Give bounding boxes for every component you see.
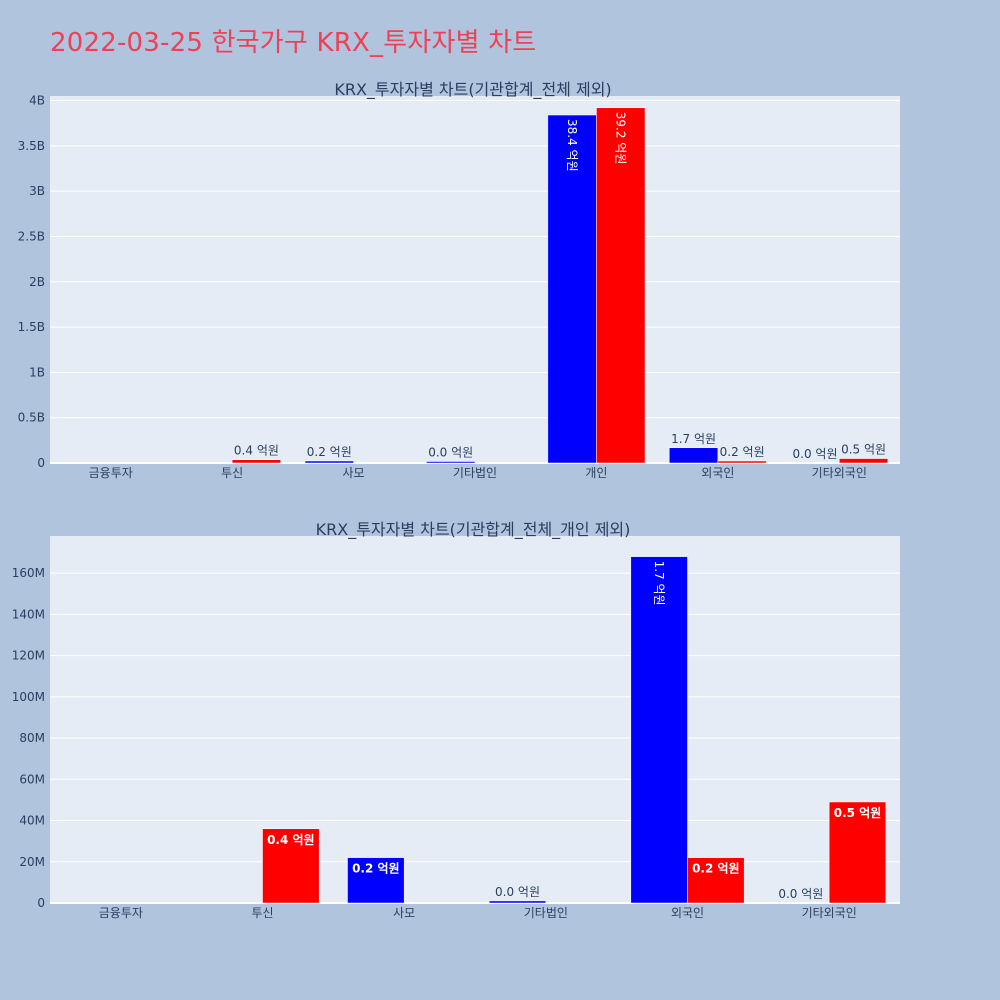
y-tick-label: 0 [37,456,45,470]
x-tick-label: 외국인 [701,466,734,480]
x-tick-label: 개인 [585,466,607,480]
y-tick-label: 1B [29,365,45,379]
y-tick-label: 60M [19,772,45,786]
blue-bar [669,447,719,464]
y-tick-label: 3B [29,184,45,198]
page-title: 2022-03-25 한국가구 KRX_투자자별 차트 [50,28,537,58]
data-label: 0.2 억원 [352,862,400,876]
y-tick-label: 2B [29,275,45,289]
red-bar [231,459,281,464]
y-tick-label: 0.5B [18,411,45,425]
y-tick-label: 160M [12,566,45,580]
y-tick-label: 140M [12,607,45,621]
x-tick-label: 사모 [393,906,415,920]
y-tick-label: 0 [37,896,45,910]
blue-bar [426,461,476,464]
y-tick-label: 40M [19,814,45,828]
y-tick-label: 2.5B [18,229,45,243]
x-tick-label: 외국인 [671,906,704,920]
data-label: 0.5 억원 [834,806,882,820]
y-tick-label: 80M [19,731,45,745]
chart-2: 0 20M 40M 60M 80M 100M 120M 140M 160M KRX_투자자별 차트… [12,520,900,920]
red-bar [717,460,767,464]
red-bar [262,828,320,904]
data-label: 1.7 억원 [652,561,666,606]
data-label: 0.5 억원 [841,443,886,457]
x-tick-label: 투신 [221,466,243,480]
x-tick-label: 사모 [343,466,365,480]
data-label: 0.2 억원 [307,445,352,459]
data-label: 0.2 억원 [720,445,765,459]
chart-1: 0 0.5B 1B 1.5B 2B 2.5B 3B 3.5B 4B KRX_투자자별 차트(기관합… [18,80,900,480]
data-label: 0.0 억원 [778,887,823,901]
data-label: 1.7 억원 [671,432,716,446]
blue-bar [347,857,405,904]
y-tick-label: 20M [19,855,45,869]
x-tick-label: 기타외국인 [812,466,867,480]
chart-title: KRX_투자자별 차트(기관합계_전체 제외) [334,80,611,100]
y-tick-label: 4B [29,94,45,108]
data-label: 0.0 억원 [428,446,473,460]
data-label: 0.4 억원 [234,444,279,458]
x-tick-label: 기타법인 [524,906,568,920]
red-bar [687,857,745,904]
red-bar [596,107,646,464]
y-tick-label: 3.5B [18,139,45,153]
x-tick-label: 투신 [251,906,273,920]
blue-bar [488,900,547,904]
blue-bar [304,460,354,464]
x-tick-label: 기타법인 [453,466,497,480]
x-tick-label: 금융투자 [89,466,133,480]
x-tick-label: 기타외국인 [802,906,857,920]
data-label: 39.2 억원 [614,112,628,165]
blue-bar [547,114,597,464]
x-tick-label: 금융투자 [99,906,143,920]
chart-title: KRX_투자자별 차트(기관합계_전체_개인 제외) [316,520,631,540]
red-bar [828,801,887,904]
y-tick-label: 100M [12,690,45,704]
data-label: 38.4 억원 [565,119,579,172]
data-label: 0.2 억원 [692,862,740,876]
red-bar [839,458,889,464]
plot-area [50,536,900,903]
y-tick-label: 120M [12,649,45,663]
plot-area [50,96,900,463]
data-label: 0.0 억원 [793,447,838,461]
y-tick-label: 1.5B [18,320,45,334]
data-label: 0.4 억원 [267,833,315,847]
blue-bar [630,556,688,904]
data-label: 0.0 억원 [495,885,540,899]
